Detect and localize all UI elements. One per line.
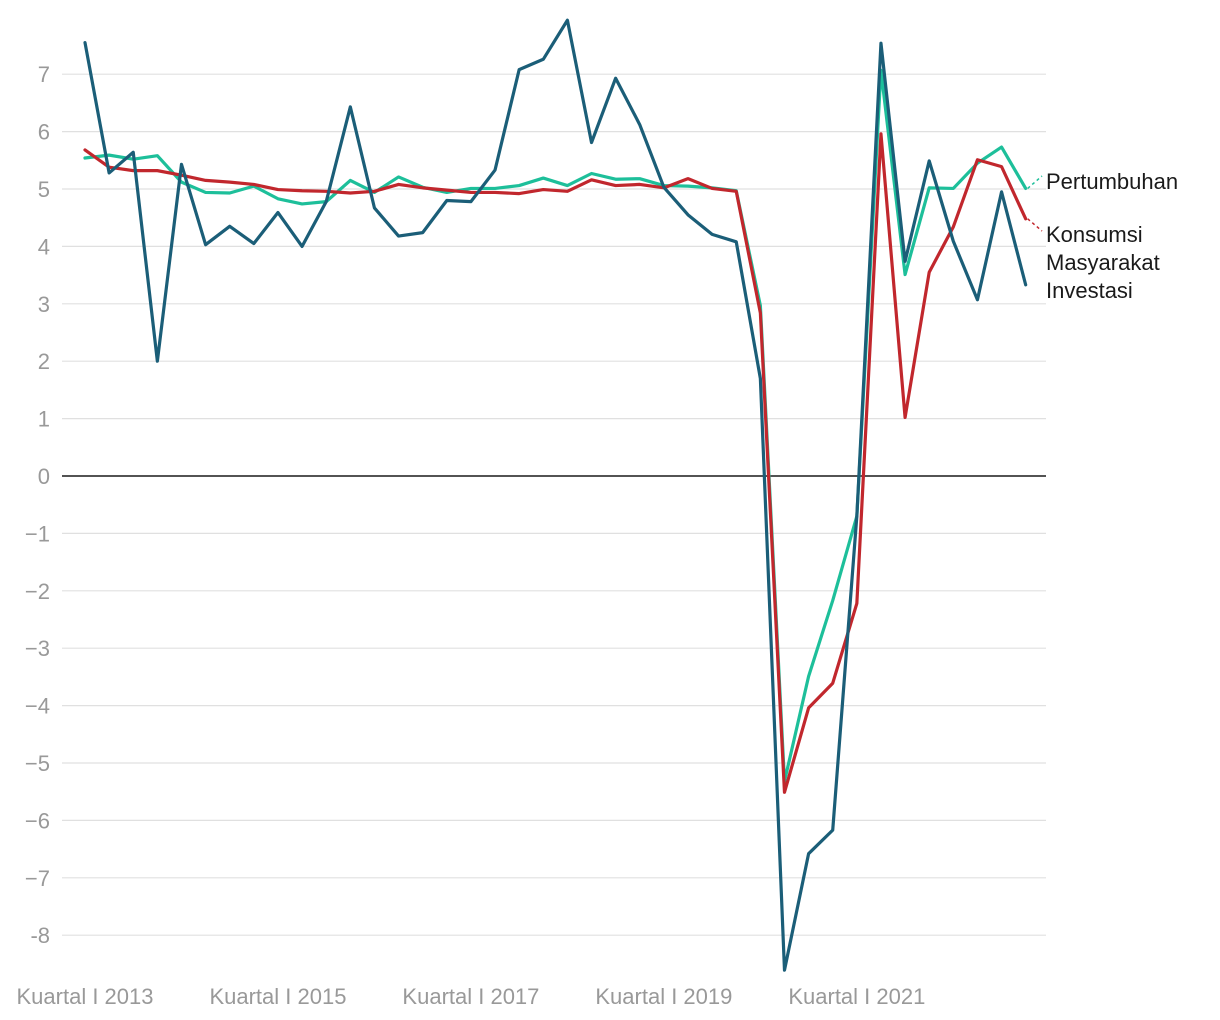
x-tick-label: Kuartal I 2017 — [402, 984, 539, 1009]
x-tick-label: Kuartal I 2013 — [17, 984, 154, 1009]
x-tick-label: Kuartal I 2015 — [209, 984, 346, 1009]
x-tick-label: Kuartal I 2019 — [595, 984, 732, 1009]
y-tick-label: 2 — [38, 349, 50, 374]
legend-label-pertumbuhan: Pertumbuhan — [1046, 169, 1178, 194]
series-line-investasi — [83, 18, 1028, 972]
y-tick-label: 6 — [38, 120, 50, 145]
y-tick-label: 4 — [38, 234, 50, 259]
y-tick-label: −1 — [25, 521, 50, 546]
y-tick-label: 5 — [38, 177, 50, 202]
y-tick-label: 3 — [38, 292, 50, 317]
legend-connector — [1027, 218, 1043, 232]
y-tick-label: −7 — [25, 866, 50, 891]
y-tick-label: -8 — [30, 923, 50, 948]
y-tick-label: −6 — [25, 808, 50, 833]
series-line-konsumsi-masyarakat — [83, 132, 1028, 794]
legend-label-konsumsi-masyarakat: Konsumsi Masyarakat — [1046, 222, 1160, 275]
legend-connector — [1027, 175, 1043, 189]
series-lines — [83, 18, 1028, 972]
y-axis-ticks: 7 6 5 4 3 2 1 0 −1 −2 −3 −4 −5 −6 −7 -8 — [25, 62, 50, 948]
y-tick-label: 7 — [38, 62, 50, 87]
y-tick-label: −2 — [25, 579, 50, 604]
y-tick-label: −5 — [25, 751, 50, 776]
y-tick-label: −4 — [25, 694, 50, 719]
gridlines — [62, 73, 1046, 936]
y-tick-label: 1 — [38, 407, 50, 432]
legend: Pertumbuhan Konsumsi Masyarakat Investasi — [1027, 169, 1178, 303]
x-tick-label: Kuartal I 2021 — [788, 984, 925, 1009]
legend-label-investasi: Investasi — [1046, 278, 1133, 303]
y-tick-label: −3 — [25, 636, 50, 661]
x-axis-ticks: Kuartal I 2013 Kuartal I 2015 Kuartal I 20… — [17, 984, 926, 1009]
y-tick-label: 0 — [38, 464, 50, 489]
